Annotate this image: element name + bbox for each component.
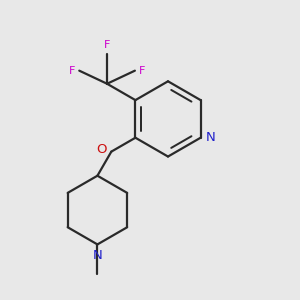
Text: O: O	[96, 143, 107, 157]
Text: F: F	[69, 66, 75, 76]
Text: F: F	[139, 66, 145, 76]
Text: N: N	[92, 249, 102, 262]
Text: F: F	[104, 40, 110, 50]
Text: N: N	[206, 131, 216, 144]
